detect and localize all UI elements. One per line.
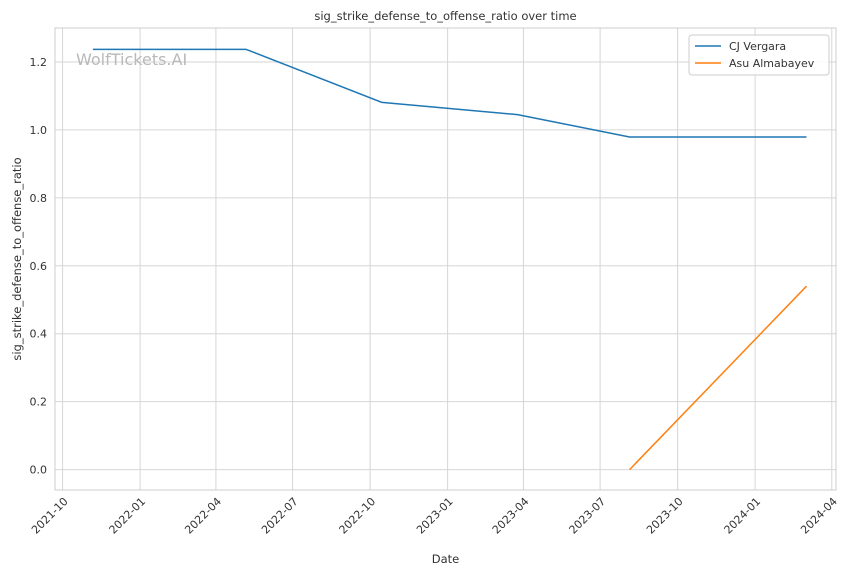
x-tick-label: 2023-01 — [414, 495, 456, 537]
legend-label-0: CJ Vergara — [729, 40, 786, 53]
x-tick-label: 2024-01 — [722, 495, 764, 537]
series-line-0 — [92, 48, 807, 138]
y-tick-label: 0.6 — [30, 260, 48, 273]
x-tick-label: 2022-07 — [259, 495, 301, 537]
x-axis-label: Date — [432, 552, 460, 566]
y-tick-label: 0.4 — [30, 328, 48, 341]
y-tick-label: 1.2 — [30, 56, 48, 69]
x-tick-label: 2022-01 — [107, 495, 149, 537]
x-tick-label: 2023-07 — [567, 495, 609, 537]
y-tick-label: 0.8 — [30, 192, 48, 205]
watermark-text: WolfTickets.AI — [76, 50, 187, 69]
y-tick-label: 0.2 — [30, 396, 48, 409]
y-tick-label: 0.0 — [30, 464, 48, 477]
y-axis-label: sig_strike_defense_to_offense_ratio — [10, 157, 24, 360]
legend-box — [688, 34, 830, 76]
y-tick-label: 1.0 — [30, 124, 48, 137]
x-tick-label: 2024-04 — [798, 495, 840, 537]
x-tick-label: 2023-04 — [490, 495, 532, 537]
legend: CJ Vergara Asu Almabayev — [688, 34, 830, 76]
series-layer — [92, 48, 808, 471]
legend-label-1: Asu Almabayev — [729, 57, 815, 70]
x-tick-label: 2022-10 — [337, 495, 379, 537]
grid-layer — [55, 28, 836, 490]
x-tick-label: 2023-10 — [644, 495, 686, 537]
tick-layer: 2021-10 2022-01 2022-04 2022-07 2022-10 2023-… — [29, 56, 840, 537]
plot-frame — [54, 27, 837, 491]
chart-title: sig_strike_defense_to_offense_ratio over… — [314, 9, 576, 23]
x-tick-label: 2021-10 — [29, 495, 71, 537]
series-line-1 — [629, 285, 808, 471]
x-tick-label: 2022-04 — [182, 495, 224, 537]
